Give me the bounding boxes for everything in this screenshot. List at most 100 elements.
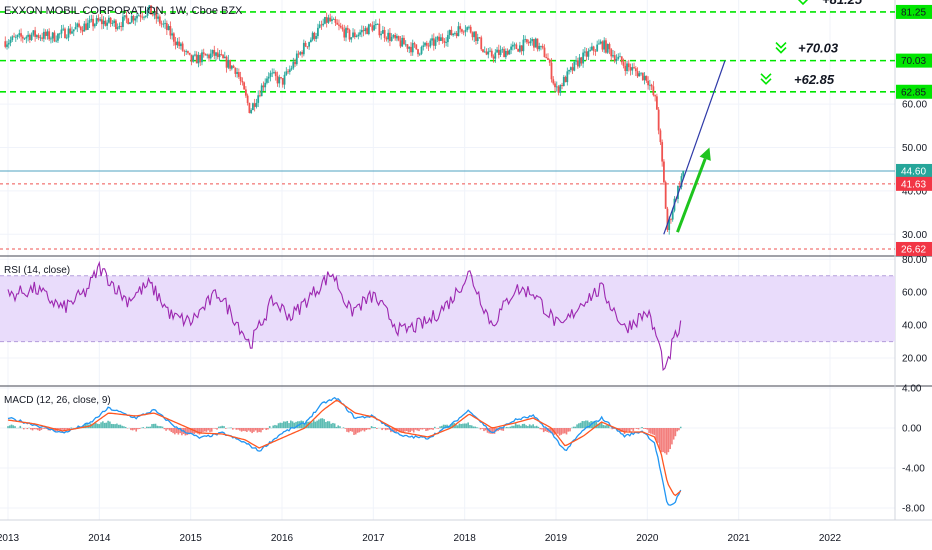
candle-body	[352, 32, 354, 38]
macd-histogram-bar	[467, 422, 469, 429]
candle-body	[636, 71, 639, 77]
macd-histogram-bar	[152, 423, 155, 429]
macd-histogram-bar	[316, 420, 318, 429]
candle-body	[661, 142, 664, 162]
macd-histogram-bar	[599, 423, 601, 429]
candle-body	[58, 33, 61, 35]
macd-histogram-bar	[672, 428, 675, 440]
macd-histogram-bar	[384, 428, 387, 431]
candle-body	[171, 33, 174, 36]
macd-histogram-bar	[300, 420, 303, 429]
macd-histogram-bar	[318, 419, 320, 429]
candle-body	[220, 54, 223, 55]
candle-body	[471, 32, 474, 38]
macd-histogram-bar	[325, 421, 327, 429]
rsi-tick-label: 20.00	[902, 354, 927, 365]
arrow-head[interactable]	[699, 147, 711, 161]
macd-histogram-bar	[555, 428, 557, 434]
candle-body	[497, 49, 500, 55]
candle-body	[432, 38, 435, 46]
candle-body	[57, 33, 59, 41]
candle-body	[311, 32, 314, 40]
candle-body	[640, 72, 642, 74]
candle-body	[165, 23, 168, 31]
macd-histogram-bar	[107, 420, 109, 429]
arrow-shaft[interactable]	[676, 158, 707, 233]
candle-body	[353, 32, 356, 38]
candle-body	[137, 15, 140, 17]
candle-body	[450, 29, 453, 36]
candle-body	[682, 170, 685, 177]
macd-histogram-bar	[10, 424, 13, 429]
macd-histogram-bar	[267, 428, 269, 430]
candle-body	[615, 58, 618, 61]
macd-histogram-bar	[321, 418, 324, 429]
candle-body	[569, 67, 572, 70]
macd-histogram-bar	[133, 428, 136, 430]
candle-body	[51, 32, 54, 39]
candle-body	[53, 32, 56, 42]
trend-line[interactable]	[663, 60, 726, 235]
macd-histogram-bar	[203, 428, 206, 432]
macd-histogram-bar	[432, 428, 434, 430]
candle-body	[524, 39, 527, 41]
candle-body	[598, 43, 600, 45]
horizontal-levels[interactable]	[0, 11, 895, 250]
macd-histogram-bar	[667, 428, 670, 453]
price-tag-label: 70.03	[901, 56, 926, 67]
candle-body	[248, 102, 251, 114]
macd-histogram-bar	[469, 425, 471, 429]
macd-histogram-bar	[93, 423, 95, 429]
candle-body	[99, 19, 102, 21]
candle-body	[115, 20, 117, 30]
candle-body	[631, 67, 634, 71]
candle-body	[596, 44, 599, 52]
candle-body	[285, 71, 288, 75]
candle-body	[480, 37, 483, 50]
candle-body	[378, 23, 381, 36]
macd-histogram-bar	[660, 428, 663, 453]
candle-body	[102, 20, 105, 25]
macd-histogram-bar	[265, 428, 267, 431]
green-arrow[interactable]	[676, 147, 711, 233]
candle-body	[11, 36, 14, 41]
candle-body	[534, 38, 537, 48]
candle-body	[218, 54, 221, 58]
candle-body	[664, 182, 667, 209]
macd-histogram-bar	[161, 426, 164, 429]
candle-body	[390, 36, 393, 41]
macd-histogram-bar	[521, 423, 524, 429]
macd-histogram-bar	[472, 426, 475, 429]
candle-body	[37, 35, 40, 38]
macd-histogram-bar	[344, 428, 347, 429]
macd-histogram-bar	[370, 426, 373, 429]
candle-body	[257, 95, 260, 103]
macd-histogram-bar	[360, 428, 362, 432]
candle-body	[62, 28, 65, 30]
macd-histogram-bar	[356, 428, 359, 433]
macd-histogram-bar	[8, 425, 11, 429]
macd-histogram-bar	[258, 428, 260, 432]
candle-body	[373, 25, 376, 31]
candle-body	[367, 24, 370, 35]
macd-histogram-bar	[490, 428, 492, 434]
candle-body	[278, 77, 281, 84]
macd-histogram-bar	[549, 428, 552, 434]
macd-histogram-bar	[463, 423, 466, 429]
candle-body	[76, 23, 79, 28]
price-axis[interactable]: 30.00 40.00 50.00 60.00 20.00 40.00 60.00 80.00…	[896, 4, 932, 515]
macd-histogram-bar	[679, 426, 682, 429]
candle-body	[143, 16, 145, 18]
candle-body	[415, 44, 418, 50]
macd-histogram-bar	[103, 422, 106, 429]
macd-histogram-bar	[311, 422, 313, 429]
macd-histogram-bar	[295, 421, 297, 429]
candle-body	[357, 34, 360, 37]
candle-body	[153, 11, 156, 16]
candle-body	[562, 76, 565, 86]
candle-body	[216, 52, 219, 58]
candle-body	[434, 39, 437, 46]
candle-body	[181, 43, 184, 51]
